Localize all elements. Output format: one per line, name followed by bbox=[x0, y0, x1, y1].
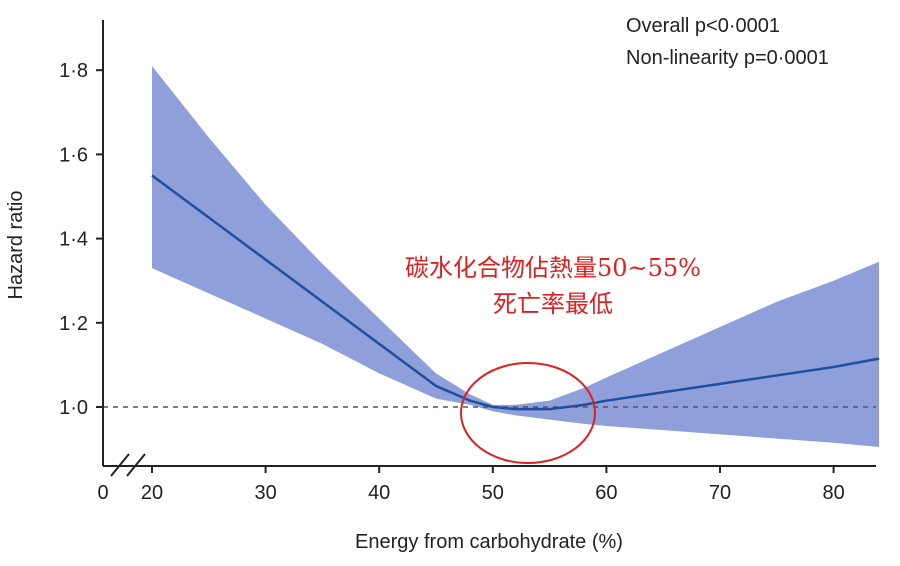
confidence-band-layer bbox=[152, 65, 880, 447]
x-tick-label: 60 bbox=[595, 482, 617, 504]
annotation-line-1: 碳水化合物佔熱量50~55% bbox=[405, 254, 701, 282]
y-axis-ticks: 1·0 1·2 1·4 1·6 1·8 bbox=[59, 60, 103, 419]
x-axis-ticks: 0 20 30 40 50 60 70 80 bbox=[97, 466, 845, 504]
y-tick-label: 1·0 bbox=[59, 397, 88, 419]
x-tick-label: 0 bbox=[97, 482, 108, 504]
hazard-line-layer bbox=[151, 174, 880, 411]
y-tick-label: 1·4 bbox=[59, 229, 88, 251]
x-tick-label: 40 bbox=[368, 482, 390, 504]
x-tick-label: 20 bbox=[141, 482, 163, 504]
hazard-ratio-line bbox=[151, 174, 880, 411]
x-tick-label: 30 bbox=[254, 482, 276, 504]
overall-p-value: Overall p<0·0001 bbox=[626, 15, 780, 37]
x-tick-label: 50 bbox=[482, 482, 504, 504]
y-tick-label: 1·2 bbox=[59, 313, 88, 335]
axis-break-mark-2 bbox=[126, 453, 146, 477]
x-axis-label: Energy from carbohydrate (%) bbox=[355, 531, 623, 553]
annotation-circle bbox=[460, 362, 596, 464]
confidence-band bbox=[152, 65, 880, 447]
x-tick-label: 70 bbox=[709, 482, 731, 504]
y-axis-label: Hazard ratio bbox=[5, 191, 27, 300]
nonlinearity-p-value: Non-linearity p=0·0001 bbox=[626, 47, 829, 69]
y-tick-label: 1·6 bbox=[59, 144, 88, 166]
annotation-line-2: 死亡率最低 bbox=[493, 290, 613, 318]
y-tick-label: 1·8 bbox=[59, 60, 88, 82]
axis-break-mark-1 bbox=[110, 453, 130, 477]
x-tick-label: 80 bbox=[822, 482, 844, 504]
